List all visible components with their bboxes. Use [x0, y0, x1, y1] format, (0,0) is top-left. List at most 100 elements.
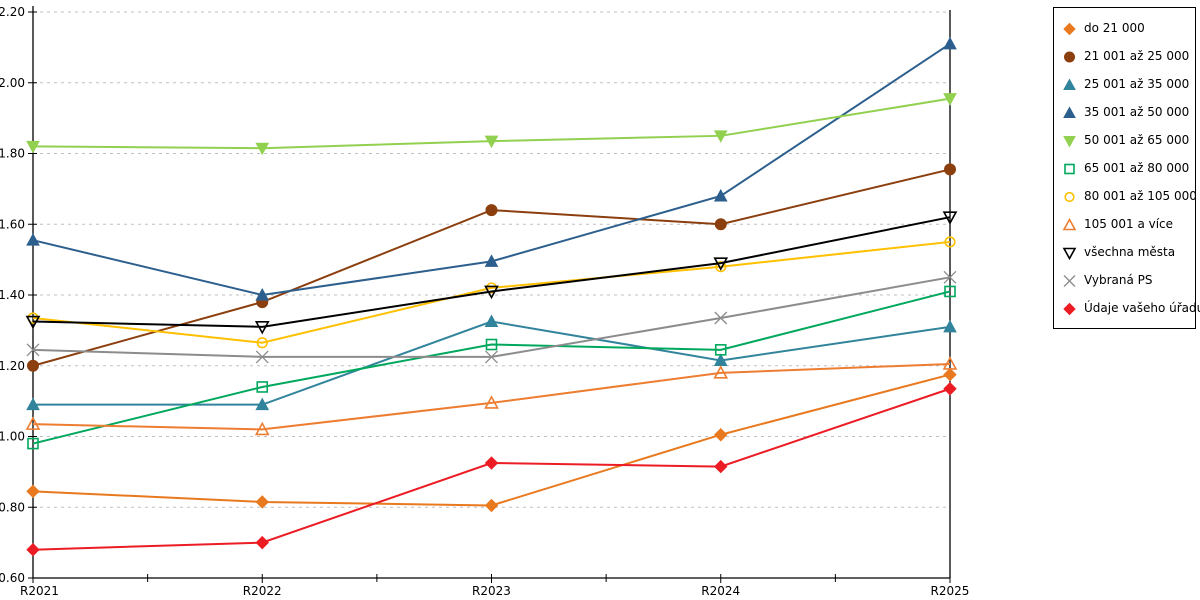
legend-item: 65 001 až 80 000	[1062, 161, 1191, 176]
y-tick-label: 1.80	[0, 147, 25, 161]
x-tick-label: R2025	[931, 584, 970, 598]
series-line	[32, 240, 951, 344]
y-tick-label: 0.60	[0, 571, 25, 585]
diamond-marker-icon	[1063, 302, 1076, 315]
series-line	[32, 362, 951, 431]
legend-label: Údaje vašeho úřadu	[1084, 301, 1200, 315]
diamond-marker-icon	[26, 542, 40, 557]
diamond-marker-icon	[1063, 302, 1076, 315]
triangle-up-marker-icon	[25, 416, 41, 430]
x-tick-label: R2023	[472, 584, 511, 598]
legend-label: 35 001 až 50 000	[1084, 105, 1190, 119]
y-tick-label: 2.20	[0, 5, 25, 19]
triangle-down-marker-icon	[1063, 135, 1076, 148]
x-marker-icon	[255, 350, 269, 364]
y-tick-label: 1.20	[0, 359, 25, 373]
legend-label: 21 001 až 25 000	[1084, 49, 1190, 63]
diamond-marker-icon	[943, 367, 957, 382]
triangle-up-marker-icon	[1063, 77, 1076, 90]
diamond-marker-icon	[943, 382, 957, 396]
triangle-down-marker-icon	[484, 135, 499, 149]
x-marker-icon	[485, 350, 498, 364]
diamond-marker-icon	[26, 484, 40, 499]
triangle-up-marker-icon	[713, 365, 729, 379]
triangle-up-marker-icon	[255, 397, 270, 411]
square-marker-icon	[714, 344, 727, 356]
series-line	[32, 373, 951, 507]
square-marker-icon	[27, 437, 39, 450]
diamond-marker-icon	[714, 428, 728, 442]
triangle-down-marker-icon	[25, 315, 41, 330]
legend-item: 105 001 a více	[1062, 217, 1191, 232]
triangle-down-marker-icon	[255, 142, 270, 156]
triangle-down-marker-icon	[484, 285, 499, 300]
circle-marker-icon	[715, 261, 727, 273]
y-tick-label: 1.60	[0, 217, 25, 231]
triangle-down-marker-icon	[1062, 247, 1077, 260]
x-tick-label: R2021	[20, 584, 59, 598]
triangle-up-marker-icon	[943, 36, 957, 50]
triangle-down-marker-icon	[254, 321, 270, 335]
triangle-down-marker-icon	[1063, 135, 1076, 148]
legend-label: 50 001 až 65 000	[1084, 133, 1190, 147]
triangle-down-marker-icon	[713, 257, 729, 271]
triangle-up-marker-icon	[713, 188, 728, 202]
diamond-marker-icon	[714, 459, 728, 474]
square-marker-icon	[256, 381, 269, 393]
circle-marker-icon	[714, 218, 727, 231]
triangle-up-marker-icon	[254, 421, 270, 436]
y-tick-label: 2.00	[0, 76, 25, 90]
triangle-down-marker-icon	[943, 93, 957, 106]
triangle-down-marker-icon	[1062, 247, 1077, 260]
triangle-up-marker-icon	[484, 395, 499, 409]
triangle-up-marker-icon	[942, 356, 958, 370]
legend-item: Vybraná PS	[1062, 273, 1191, 288]
legend-label: 25 001 až 35 000	[1084, 77, 1190, 91]
triangle-up-marker-icon	[1062, 217, 1077, 230]
legend-label: 65 001 až 80 000	[1084, 161, 1190, 175]
circle-marker-icon	[944, 236, 956, 248]
triangle-up-marker-icon	[484, 254, 499, 267]
series-line	[33, 320, 951, 406]
x-marker-icon	[714, 311, 728, 325]
circle-marker-icon	[1064, 191, 1075, 202]
series-line	[32, 290, 951, 445]
circle-marker-icon	[944, 163, 956, 176]
x-marker-icon	[943, 270, 957, 284]
legend-label: 105 001 a více	[1084, 217, 1174, 231]
y-tick-label: 1.40	[0, 288, 25, 302]
triangle-up-marker-icon	[255, 287, 270, 301]
legend-label: do 21 000	[1084, 21, 1145, 35]
y-tick-label: 1.00	[0, 430, 25, 444]
diamond-marker-icon	[1063, 22, 1076, 35]
triangle-up-marker-icon	[1062, 217, 1077, 230]
triangle-down-marker-icon	[942, 211, 958, 225]
square-marker-icon	[1064, 163, 1075, 174]
square-marker-icon	[1064, 163, 1075, 174]
x-marker-icon	[1063, 274, 1076, 287]
legend: do 21 000 21 001 až 25 000 25 001 až 35 00…	[1053, 7, 1200, 329]
legend-item: 25 001 až 35 000	[1062, 77, 1191, 92]
circle-marker-icon	[1064, 51, 1075, 62]
circle-marker-icon	[1064, 51, 1075, 62]
circle-marker-icon	[256, 337, 268, 349]
legend-item: do 21 000	[1062, 21, 1191, 36]
y-tick-label: 0.80	[0, 500, 25, 514]
triangle-down-marker-icon	[713, 130, 728, 143]
square-marker-icon	[944, 285, 956, 298]
x-marker-icon	[26, 343, 40, 357]
diamond-marker-icon	[484, 456, 499, 470]
legend-item: 21 001 až 25 000	[1062, 49, 1191, 64]
circle-marker-icon	[1064, 191, 1075, 202]
diamond-marker-icon	[484, 498, 499, 513]
legend-item: 35 001 až 50 000	[1062, 105, 1191, 120]
triangle-up-marker-icon	[1063, 105, 1076, 118]
square-marker-icon	[485, 338, 498, 351]
circle-marker-icon	[485, 204, 498, 217]
legend-item: 80 001 až 105 000	[1062, 189, 1197, 204]
triangle-up-marker-icon	[26, 397, 40, 411]
x-marker-icon	[1063, 274, 1076, 287]
triangle-up-marker-icon	[484, 314, 499, 328]
